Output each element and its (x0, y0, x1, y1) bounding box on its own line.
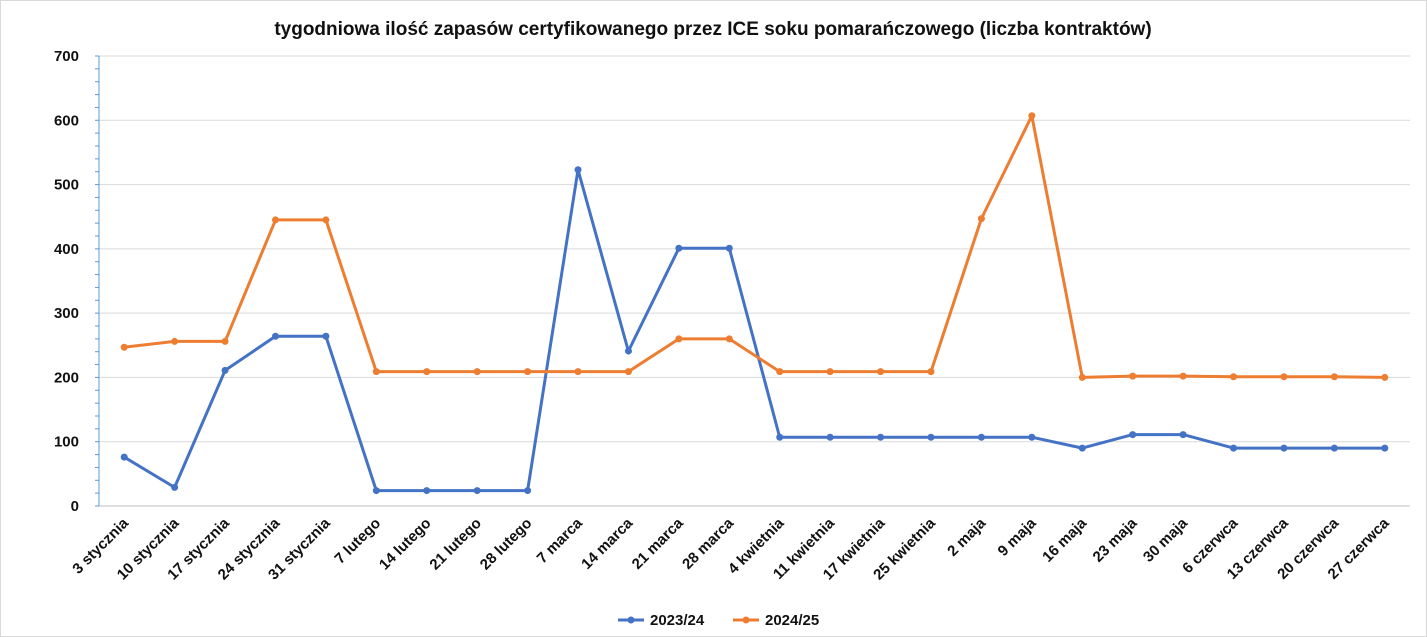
y-tick-label: 200 (54, 369, 79, 386)
data-point (221, 337, 229, 345)
data-point (171, 337, 179, 345)
data-point (1280, 444, 1288, 452)
data-point (423, 368, 431, 376)
y-tick-label: 500 (54, 177, 79, 194)
chart-title: tygodniowa ilość zapasów certyfikowanego… (274, 19, 1151, 40)
data-point (372, 368, 380, 376)
data-point (624, 368, 632, 376)
data-point (927, 368, 935, 376)
data-point (1179, 372, 1187, 380)
data-point (1028, 112, 1036, 120)
data-point (221, 366, 229, 374)
x-tick-label: 30 maja (1140, 514, 1191, 565)
data-point (322, 216, 330, 224)
series-2024/25 (120, 112, 1389, 381)
data-point (675, 244, 683, 252)
data-point (1028, 433, 1036, 441)
data-point (977, 215, 985, 223)
data-point (877, 368, 885, 376)
data-point (120, 453, 128, 461)
data-point (1330, 373, 1338, 381)
legend-label: 2023/24 (650, 612, 705, 629)
data-point (776, 433, 784, 441)
legend-label: 2024/25 (765, 612, 819, 629)
data-point (1330, 444, 1338, 452)
gridlines (99, 55, 1410, 443)
data-point (725, 335, 733, 343)
x-tick-label: 9 maja (995, 514, 1041, 560)
x-tick-label: 28 lutego (477, 515, 536, 574)
data-point (877, 433, 885, 441)
series-lines (120, 112, 1389, 495)
data-point (171, 483, 179, 491)
data-point (1280, 373, 1288, 381)
x-tick-label: 14 lutego (376, 515, 435, 574)
data-point (574, 368, 582, 376)
data-point (574, 166, 582, 174)
data-point (1230, 444, 1238, 452)
data-point (624, 347, 632, 355)
data-point (423, 487, 431, 495)
data-point (473, 487, 481, 495)
x-tick-label: 16 maja (1039, 514, 1090, 565)
data-point (1078, 373, 1086, 381)
data-point (271, 216, 279, 224)
y-tick-labels: 0 100 200 300 400 500 600 700 (54, 48, 79, 515)
data-point (473, 368, 481, 376)
data-point (1078, 444, 1086, 452)
data-point (524, 368, 532, 376)
x-tick-label: 7 lutego (331, 515, 384, 568)
x-tick-label: 23 maja (1090, 514, 1141, 565)
x-tick-label: 7 marca (534, 514, 587, 567)
data-point (1381, 444, 1389, 452)
data-point (675, 335, 683, 343)
data-point (322, 332, 330, 340)
legend-marker (742, 616, 750, 624)
y-tick-label: 600 (54, 112, 79, 129)
axes (95, 55, 1410, 507)
data-point (1129, 372, 1137, 380)
data-point (977, 433, 985, 441)
data-point (826, 368, 834, 376)
data-point (725, 244, 733, 252)
legend: 2023/24 2024/25 (618, 612, 819, 629)
x-tick-label: 2 maja (944, 514, 990, 560)
y-tick-label: 400 (54, 241, 79, 258)
y-tick-label: 300 (54, 305, 79, 322)
y-tick-label: 700 (54, 48, 79, 65)
data-point (826, 433, 834, 441)
data-point (1179, 431, 1187, 439)
y-tick-label: 0 (71, 498, 79, 515)
legend-marker (627, 616, 635, 624)
series-line (122, 168, 1387, 493)
legend-entry: 2023/24 (618, 612, 705, 629)
legend-entry: 2024/25 (733, 612, 819, 629)
y-tick-label: 100 (54, 434, 79, 451)
data-point (927, 433, 935, 441)
data-point (120, 343, 128, 351)
data-point (271, 332, 279, 340)
x-tick-label: 14 marca (578, 514, 636, 572)
data-point (372, 487, 380, 495)
data-point (1230, 373, 1238, 381)
x-tick-label: 21 lutego (426, 515, 485, 574)
series-2023/24 (120, 166, 1389, 495)
series-line (122, 114, 1387, 379)
data-point (1129, 431, 1137, 439)
data-point (524, 487, 532, 495)
data-point (776, 368, 784, 376)
x-tick-label: 21 marca (629, 514, 687, 572)
data-point (1381, 373, 1389, 381)
